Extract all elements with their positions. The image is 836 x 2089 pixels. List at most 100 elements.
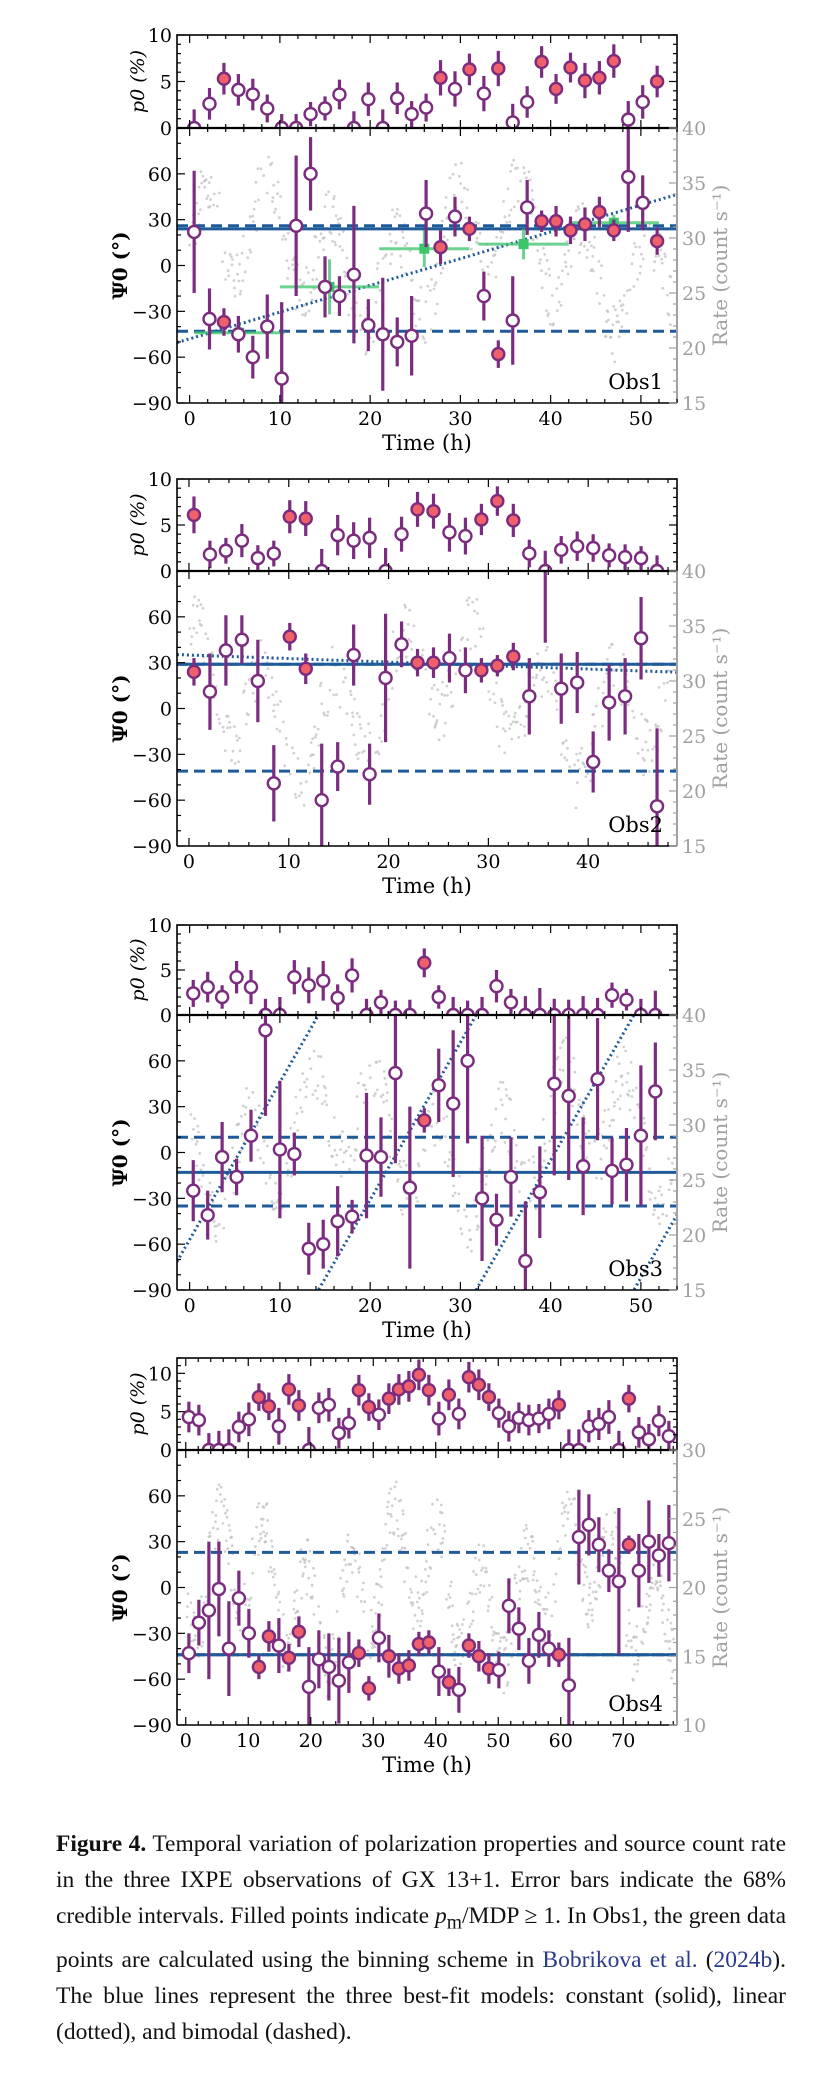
rate-point xyxy=(305,1593,309,1596)
rate-point xyxy=(348,1167,351,1171)
rate-point xyxy=(565,240,569,244)
rate-point xyxy=(470,1622,473,1626)
p0-marker xyxy=(491,1405,507,1421)
rate-point xyxy=(582,762,586,766)
rate-point xyxy=(345,1580,349,1584)
rate-point xyxy=(636,737,639,740)
rate-point xyxy=(434,312,437,315)
rate-point xyxy=(493,1145,497,1149)
rate-point xyxy=(611,1090,615,1094)
rate-point xyxy=(195,201,199,205)
rate-point xyxy=(264,674,268,677)
rate-point xyxy=(449,1584,452,1588)
rate-point xyxy=(410,1591,413,1594)
rate-point xyxy=(338,705,342,709)
rate-point xyxy=(223,1550,227,1553)
rate-point xyxy=(324,1646,328,1650)
rate-point xyxy=(535,673,539,677)
psi-y-tick-label: −30 xyxy=(132,1623,172,1645)
rate-point xyxy=(666,681,669,685)
rate-point xyxy=(257,1104,261,1108)
psi-marker xyxy=(250,673,266,689)
rate-point xyxy=(299,1560,302,1564)
psi-y-axis-label: Ψ0 (°) xyxy=(108,674,132,742)
rate-point xyxy=(298,794,301,798)
rate-point xyxy=(650,1191,653,1195)
rate-point xyxy=(448,1596,452,1599)
rate-point xyxy=(331,205,335,209)
rate-point xyxy=(620,1074,624,1078)
rate-point xyxy=(196,604,199,608)
rate-point xyxy=(259,639,263,642)
rate-point xyxy=(410,278,414,282)
rate-point xyxy=(390,252,394,256)
rate-point xyxy=(374,1612,377,1615)
citation-link-year[interactable]: 2024b xyxy=(713,1946,773,1973)
citation-link-authors[interactable]: Bobrikova et al. xyxy=(542,1946,698,1973)
rate-point xyxy=(576,781,579,785)
rate-point xyxy=(195,1164,199,1168)
observation-label: Obs3 xyxy=(608,1257,663,1281)
rate-point xyxy=(240,1114,243,1118)
rate-point xyxy=(267,696,270,699)
rate-point xyxy=(543,1142,547,1146)
rate-point xyxy=(393,215,397,219)
rate-point xyxy=(500,1131,504,1135)
rate-point xyxy=(609,335,613,339)
rate-point xyxy=(465,206,469,210)
x-tick-label: 10 xyxy=(268,408,292,430)
rate-point xyxy=(659,1584,662,1588)
psi-marker xyxy=(531,1627,547,1643)
rate-point xyxy=(621,308,624,312)
rate-point xyxy=(409,640,413,643)
rate-point xyxy=(520,1160,524,1164)
p0-y-tick-label: 5 xyxy=(160,960,172,982)
rate-point xyxy=(344,676,347,680)
rate-point xyxy=(564,260,567,264)
psi-marker xyxy=(491,346,506,362)
rate-point xyxy=(314,1089,317,1093)
rate-point xyxy=(243,1582,246,1586)
rate-point xyxy=(410,648,414,651)
rate-point xyxy=(664,699,667,702)
rate-point xyxy=(355,301,358,304)
rate-point xyxy=(226,714,230,718)
rate-point xyxy=(282,234,286,238)
rate-point xyxy=(664,1639,668,1643)
psi-marker xyxy=(511,1621,527,1636)
rate-point xyxy=(330,645,334,649)
rate-point xyxy=(271,693,275,697)
rate-point xyxy=(445,1598,448,1601)
psi-marker xyxy=(274,371,289,386)
rate-point xyxy=(266,667,270,670)
rate-point xyxy=(548,274,552,277)
rate-point xyxy=(257,198,260,202)
rate-point xyxy=(578,1098,581,1102)
rate-point xyxy=(445,1115,449,1118)
rate-point xyxy=(414,1575,418,1579)
rate-point xyxy=(226,269,230,273)
rate-point xyxy=(236,272,240,276)
rate-point xyxy=(248,215,252,219)
rate-point xyxy=(654,255,658,258)
psi-marker xyxy=(421,1635,437,1650)
rate-point xyxy=(650,1581,654,1585)
rate-point xyxy=(270,1200,274,1203)
psi-marker xyxy=(361,1681,377,1696)
rate-point xyxy=(276,192,279,196)
rate-point xyxy=(231,749,235,753)
model-lines xyxy=(177,1015,677,1290)
rate-point xyxy=(611,1537,615,1540)
x-tick-label: 30 xyxy=(448,408,472,430)
psi-marker xyxy=(651,1548,667,1563)
rate-point xyxy=(539,668,542,672)
rate-y-tick-label: 40 xyxy=(682,1005,706,1027)
psi-marker xyxy=(569,675,585,690)
rate-point xyxy=(581,1597,585,1601)
rate-point xyxy=(327,190,330,194)
psi-marker xyxy=(518,1253,533,1269)
rate-point xyxy=(225,1539,228,1543)
psi-marker xyxy=(221,1641,237,1656)
rate-point xyxy=(438,1523,441,1526)
psi-marker xyxy=(519,200,535,215)
